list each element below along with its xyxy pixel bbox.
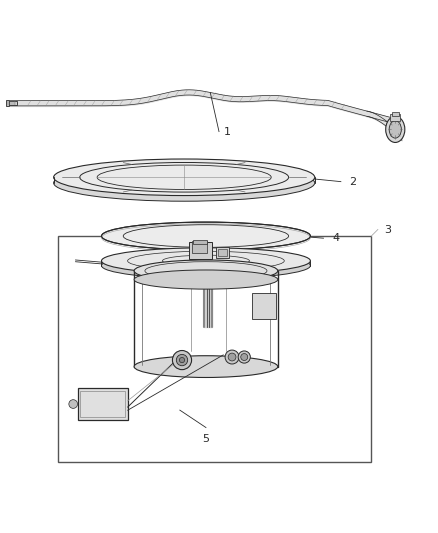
- Ellipse shape: [389, 120, 401, 138]
- Ellipse shape: [102, 253, 311, 279]
- Text: 5: 5: [202, 434, 209, 444]
- Text: 3: 3: [385, 224, 392, 235]
- Text: 4: 4: [332, 233, 339, 243]
- Bar: [392, 112, 399, 116]
- Ellipse shape: [69, 400, 78, 408]
- Bar: [188, 242, 212, 259]
- Ellipse shape: [134, 260, 278, 282]
- Ellipse shape: [102, 222, 311, 250]
- Ellipse shape: [238, 351, 251, 363]
- Bar: [252, 293, 276, 319]
- Ellipse shape: [102, 248, 311, 274]
- Ellipse shape: [241, 353, 248, 360]
- Ellipse shape: [225, 350, 239, 364]
- Text: 1: 1: [223, 126, 230, 136]
- Ellipse shape: [134, 270, 278, 289]
- Bar: [80, 391, 125, 417]
- Ellipse shape: [177, 354, 187, 366]
- Bar: [390, 114, 400, 120]
- Bar: [218, 249, 227, 256]
- Bar: [58, 236, 371, 462]
- Ellipse shape: [180, 358, 185, 362]
- Ellipse shape: [228, 353, 236, 361]
- Bar: [6, 100, 9, 107]
- Ellipse shape: [53, 159, 315, 196]
- Bar: [7, 101, 18, 106]
- Bar: [193, 239, 207, 244]
- Bar: [78, 389, 127, 419]
- Bar: [216, 247, 229, 258]
- Ellipse shape: [53, 165, 315, 201]
- Ellipse shape: [173, 351, 191, 370]
- Bar: [192, 241, 207, 254]
- Text: 2: 2: [350, 176, 357, 187]
- Ellipse shape: [134, 356, 278, 377]
- Ellipse shape: [386, 116, 405, 142]
